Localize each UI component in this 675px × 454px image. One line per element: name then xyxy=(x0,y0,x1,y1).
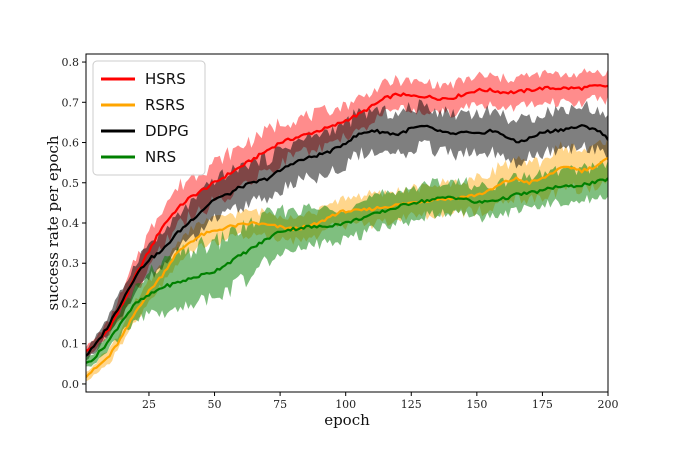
y-tick-label: 0.0 xyxy=(62,378,80,391)
line-nrs xyxy=(86,177,608,364)
y-tick-label: 0.8 xyxy=(62,56,80,69)
y-tick-label: 0.6 xyxy=(62,137,80,150)
y-axis-ticks: 0.0 0.1 0.2 0.3 0.4 0.5 0.6 0.7 0.8 xyxy=(62,56,86,391)
x-tick-label: 200 xyxy=(598,398,619,411)
x-tick-label: 125 xyxy=(401,398,422,411)
legend-box xyxy=(92,60,206,176)
y-tick-label: 0.1 xyxy=(62,338,80,351)
band-nrs xyxy=(86,160,608,367)
x-tick-label: 25 xyxy=(142,398,156,411)
x-tick-label: 175 xyxy=(532,398,553,411)
x-axis-label: epoch xyxy=(324,411,370,429)
x-tick-label: 150 xyxy=(466,398,487,411)
y-tick-label: 0.4 xyxy=(62,217,80,230)
line-ddpg xyxy=(86,124,608,357)
y-tick-label: 0.5 xyxy=(62,177,80,190)
legend-label-ddpg: DDPG xyxy=(145,122,189,140)
y-tick-label: 0.7 xyxy=(62,96,80,109)
y-tick-label: 0.3 xyxy=(62,257,80,270)
x-tick-label: 75 xyxy=(273,398,287,411)
y-tick-label: 0.2 xyxy=(62,297,80,310)
band-ddpg xyxy=(86,99,608,361)
legend: HSRS RSRS DDPG NRS xyxy=(92,60,206,176)
y-axis-label: success rate per epoch xyxy=(44,135,62,310)
std-bands-layer xyxy=(86,68,608,382)
legend-label-nrs: NRS xyxy=(145,148,176,166)
legend-label-rsrs: RSRS xyxy=(145,96,185,114)
line-rsrs xyxy=(86,156,608,379)
line-hsrs xyxy=(86,84,608,352)
legend-label-hsrs: HSRS xyxy=(145,70,186,88)
mean-lines-layer xyxy=(86,84,608,379)
x-tick-label: 100 xyxy=(335,398,356,411)
x-axis-ticks: 25 50 75 100 125 150 175 200 xyxy=(142,392,619,411)
x-tick-label: 50 xyxy=(208,398,222,411)
